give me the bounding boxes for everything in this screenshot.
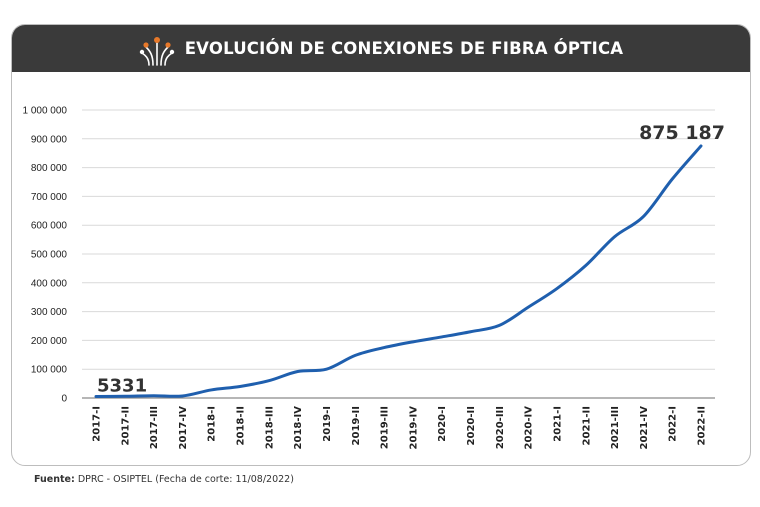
- x-tick-label: 2018-III: [264, 406, 275, 449]
- x-tick-label: 2020-I: [437, 406, 448, 442]
- x-tick-label: 2019-I: [322, 406, 333, 442]
- x-tick-label: 2017-I: [92, 406, 103, 442]
- x-tick-label: 2022-II: [697, 406, 708, 445]
- x-tick-label: 2021-II: [581, 406, 592, 445]
- fiber-optic-icon: [139, 36, 174, 66]
- y-tick-label: 1 000 000: [23, 106, 68, 117]
- x-tick-label: 2019-II: [351, 406, 362, 445]
- x-tick-label: 2020-III: [495, 406, 506, 449]
- data-label: 875 187: [639, 122, 725, 144]
- y-tick-label: 300 000: [31, 307, 68, 318]
- x-tick-label: 2017-III: [149, 406, 160, 449]
- x-tick-label: 2020-IV: [524, 406, 535, 450]
- x-tick-label: 2017-IV: [178, 406, 189, 450]
- x-tick-label: 2017-II: [120, 406, 131, 445]
- x-tick-label: 2018-I: [207, 406, 218, 442]
- y-tick-label: 0: [61, 394, 67, 405]
- x-tick-label: 2019-III: [380, 406, 391, 449]
- x-tick-label: 2022-I: [668, 406, 679, 442]
- source-label: Fuente:: [34, 474, 75, 485]
- data-label: 5331: [97, 375, 147, 396]
- y-tick-label: 600 000: [31, 221, 68, 232]
- y-tick-label: 200 000: [31, 336, 68, 347]
- source-text: DPRC - OSIPTEL (Fecha de corte: 11/08/20…: [77, 474, 294, 485]
- y-tick-label: 700 000: [31, 192, 68, 203]
- x-tick-label: 2019-IV: [408, 406, 419, 450]
- x-tick-label: 2018-II: [236, 406, 247, 445]
- x-tick-label: 2021-IV: [639, 406, 650, 450]
- chart-header: EVOLUCIÓN DE CONEXIONES DE FIBRA ÓPTICA: [12, 25, 750, 72]
- source-note: Fuente: DPRC - OSIPTEL (Fecha de corte: …: [34, 474, 294, 485]
- x-tick-label: 2021-III: [610, 406, 621, 449]
- x-tick-label: 2018-IV: [293, 406, 304, 450]
- y-tick-label: 900 000: [31, 134, 68, 145]
- y-tick-label: 500 000: [31, 250, 68, 261]
- y-tick-label: 400 000: [31, 278, 68, 289]
- y-tick-label: 800 000: [31, 163, 68, 174]
- series-line: [94, 144, 703, 398]
- chart-title: EVOLUCIÓN DE CONEXIONES DE FIBRA ÓPTICA: [184, 39, 624, 58]
- y-tick-label: 100 000: [31, 365, 68, 376]
- title-wrap: EVOLUCIÓN DE CONEXIONES DE FIBRA ÓPTICA: [139, 31, 624, 67]
- chart-card: EVOLUCIÓN DE CONEXIONES DE FIBRA ÓPTICA: [11, 24, 751, 466]
- x-tick-label: 2021-I: [552, 406, 563, 442]
- x-tick-label: 2020-II: [466, 406, 477, 445]
